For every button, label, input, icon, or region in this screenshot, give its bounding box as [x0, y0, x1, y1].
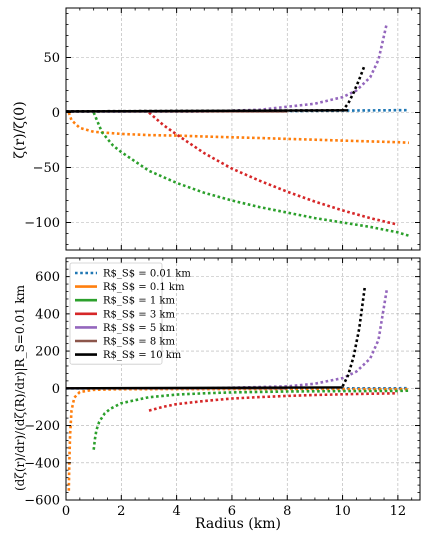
top-y-tick-label: 0: [52, 106, 60, 121]
bottom-y-tick-label: 200: [35, 345, 60, 360]
top-series-r-s-0-1-km-dotted: [67, 112, 409, 145]
top-series-r-s-3-km-dotted: [148, 111, 399, 226]
bottom-series-r-s-10-km-dotted: [341, 287, 366, 387]
legend-label-r-s-0-01-km: R$_S$ = 0.01 km: [103, 269, 191, 280]
bottom-panel: 0 2 4 6 8 10 12 600 400 200 0 −200 −400 −600: [24, 257, 421, 519]
top-series-r-s-10-km-dotted: [66, 64, 366, 113]
legend-label-r-s-5-km: R$_S$ = 5 km: [103, 323, 175, 334]
legend-box: [69, 262, 163, 365]
x-tick-label: 4: [172, 504, 180, 519]
top-series-r-s-1-km-dotted: [92, 111, 410, 237]
legend-label-r-s-8-km: R$_S$ = 8 km: [103, 337, 175, 348]
top-y-axis-title: ζ(r)/ζ(0): [12, 101, 28, 158]
top-y-tick-label: −50: [33, 161, 60, 176]
bottom-y-tick-label: 0: [52, 382, 60, 397]
top-series-r-s-10-km-solid: [66, 109, 349, 113]
x-tick-label: 12: [390, 504, 407, 519]
x-tick-label: 2: [117, 504, 125, 519]
bottom-series-r-s-5-km-dotted: [66, 289, 389, 390]
legend-label-r-s-0-1-km: R$_S$ = 0.1 km: [103, 282, 185, 293]
bottom-y-axis-title: (dζ(r)/dr)/(dζ(R)/dr)|R_S=0.01 km: [13, 284, 27, 491]
bottom-y-tick-label: 600: [35, 270, 60, 285]
top-axes-frame: [65, 7, 421, 251]
bottom-series-r-s-10-km-solid: [66, 386, 343, 390]
x-tick-label: 8: [283, 504, 291, 519]
bottom-y-tick-label: −200: [24, 419, 60, 434]
x-tick-label: 0: [62, 504, 70, 519]
bottom-y-tick-label: −600: [24, 494, 60, 509]
top-y-tick-label: 50: [43, 51, 60, 66]
top-y-tick-label: −100: [24, 216, 60, 231]
x-tick-label: 6: [228, 504, 236, 519]
x-tick-label: 10: [334, 504, 351, 519]
legend-label-r-s-3-km: R$_S$ = 3 km: [103, 309, 175, 320]
legend-label-r-s-1-km: R$_S$ = 1 km: [103, 296, 175, 307]
bottom-series-r-s-0-1-km-dotted: [67, 387, 409, 491]
x-axis-title: Radius (km): [195, 516, 281, 532]
top-panel: 50 0 −50 −100: [24, 7, 421, 251]
top-series-r-s-5-km-dotted: [66, 23, 389, 113]
legend-label-r-s-10-km: R$_S$ = 10 km: [103, 350, 182, 361]
bottom-axes-frame: [65, 257, 421, 501]
bottom-series-r-s-3-km-dotted: [148, 392, 398, 412]
bottom-y-tick-label: 400: [35, 307, 60, 322]
bottom-y-tick-label: −400: [24, 456, 60, 471]
bottom-series-r-s-1-km-dotted: [92, 389, 409, 450]
legend: R$_S$ = 0.01 km R$_S$ = 0.1 km R$_S$ = 1 k…: [69, 262, 191, 365]
